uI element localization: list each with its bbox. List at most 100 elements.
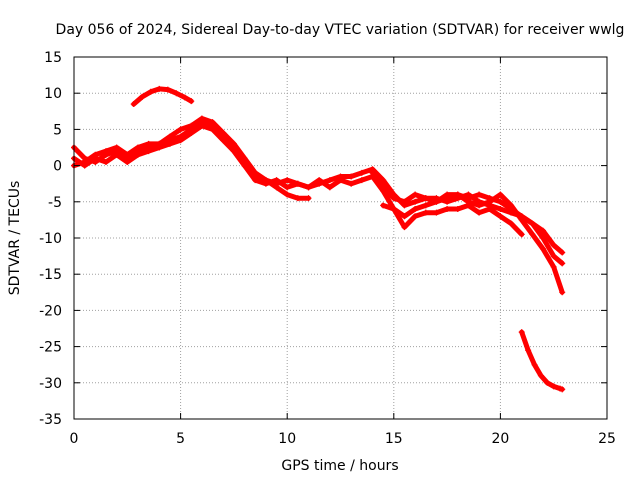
data-point	[124, 158, 131, 165]
x-tick-label: 25	[598, 431, 616, 447]
data-point	[102, 148, 109, 155]
data-point	[130, 101, 137, 108]
data-point	[284, 184, 291, 191]
data-point	[540, 235, 547, 241]
data-point	[412, 206, 419, 213]
data-point	[262, 180, 269, 187]
y-axis-label: SDTVAR / TECUs	[7, 181, 23, 296]
data-point	[147, 88, 154, 95]
data-point	[444, 191, 451, 198]
data-point	[145, 140, 152, 147]
data-point	[220, 130, 227, 137]
data-point	[188, 122, 195, 129]
data-point	[326, 184, 333, 191]
data-point	[540, 227, 547, 234]
data-point	[348, 180, 355, 187]
data-point	[198, 115, 205, 122]
x-tick-label: 5	[176, 431, 185, 447]
data-point	[124, 151, 131, 158]
series-line	[71, 123, 525, 237]
data-point	[508, 206, 515, 213]
y-tick-label: -10	[39, 231, 62, 247]
data-point	[102, 158, 109, 165]
data-point	[497, 191, 504, 198]
data-point	[209, 126, 216, 133]
series-track-c	[71, 122, 525, 238]
data-point	[166, 133, 173, 140]
data-point	[113, 151, 120, 158]
data-point	[412, 213, 419, 220]
data-point	[550, 383, 557, 390]
data-point	[537, 372, 544, 379]
x-tick-label: 0	[70, 431, 79, 447]
data-point	[284, 177, 291, 184]
data-point	[497, 213, 504, 220]
data-point	[550, 242, 557, 249]
y-tick-label: -25	[39, 340, 62, 356]
y-tick-label: 0	[53, 159, 62, 175]
data-point	[220, 137, 227, 144]
data-point	[156, 85, 163, 92]
y-tick-label: -20	[39, 303, 62, 319]
data-point	[433, 209, 440, 216]
data-point	[241, 162, 248, 169]
data-point	[305, 195, 312, 202]
data-point	[486, 206, 493, 213]
data-point	[316, 177, 323, 184]
data-point	[156, 144, 163, 151]
y-tick-label: -5	[48, 195, 62, 211]
data-point	[401, 213, 408, 220]
data-point	[401, 224, 408, 231]
data-point	[559, 249, 566, 256]
data-point	[518, 231, 525, 238]
data-point	[134, 144, 141, 151]
data-point	[188, 130, 195, 137]
data-point	[412, 191, 419, 198]
data-point	[380, 177, 387, 184]
data-point	[358, 169, 365, 176]
data-point	[422, 195, 429, 202]
axis-ticks: 0 5 10 15 20 25 15 10 5 0 -5 -10 -15 -20 -25 -30 -35	[39, 50, 616, 447]
series-line	[131, 86, 194, 107]
data-point	[550, 263, 557, 270]
data-point	[230, 140, 237, 147]
data-point	[380, 184, 387, 191]
data-point	[369, 169, 376, 176]
data-point	[525, 347, 532, 354]
data-point	[390, 195, 397, 202]
y-tick-label: -30	[39, 376, 62, 392]
data-point	[92, 155, 99, 162]
data-point	[559, 386, 566, 393]
data-point	[412, 198, 419, 205]
data-point	[529, 220, 536, 227]
data-point	[294, 195, 301, 202]
data-point	[177, 126, 184, 133]
data-point	[454, 191, 461, 198]
y-tick-label: -35	[39, 412, 62, 428]
series-track-f	[130, 85, 195, 108]
data-point	[198, 122, 205, 129]
data-point	[508, 220, 515, 227]
data-point	[81, 162, 88, 169]
x-tick-label: 15	[385, 431, 403, 447]
data-point	[139, 93, 146, 100]
data-point	[348, 173, 355, 180]
data-point	[476, 191, 483, 198]
data-point	[444, 206, 451, 213]
series-line	[380, 192, 565, 295]
data-point	[230, 148, 237, 155]
x-tick-label: 20	[491, 431, 509, 447]
data-point	[337, 177, 344, 184]
data-point	[173, 90, 180, 97]
y-tick-label: 5	[53, 122, 62, 138]
data-point	[401, 198, 408, 205]
y-tick-label: -15	[39, 267, 62, 283]
data-point	[326, 177, 333, 184]
data-point	[518, 329, 525, 336]
data-point	[284, 191, 291, 198]
data-point	[273, 184, 280, 191]
data-point	[209, 119, 216, 126]
data-point	[294, 180, 301, 187]
data-point	[145, 148, 152, 155]
